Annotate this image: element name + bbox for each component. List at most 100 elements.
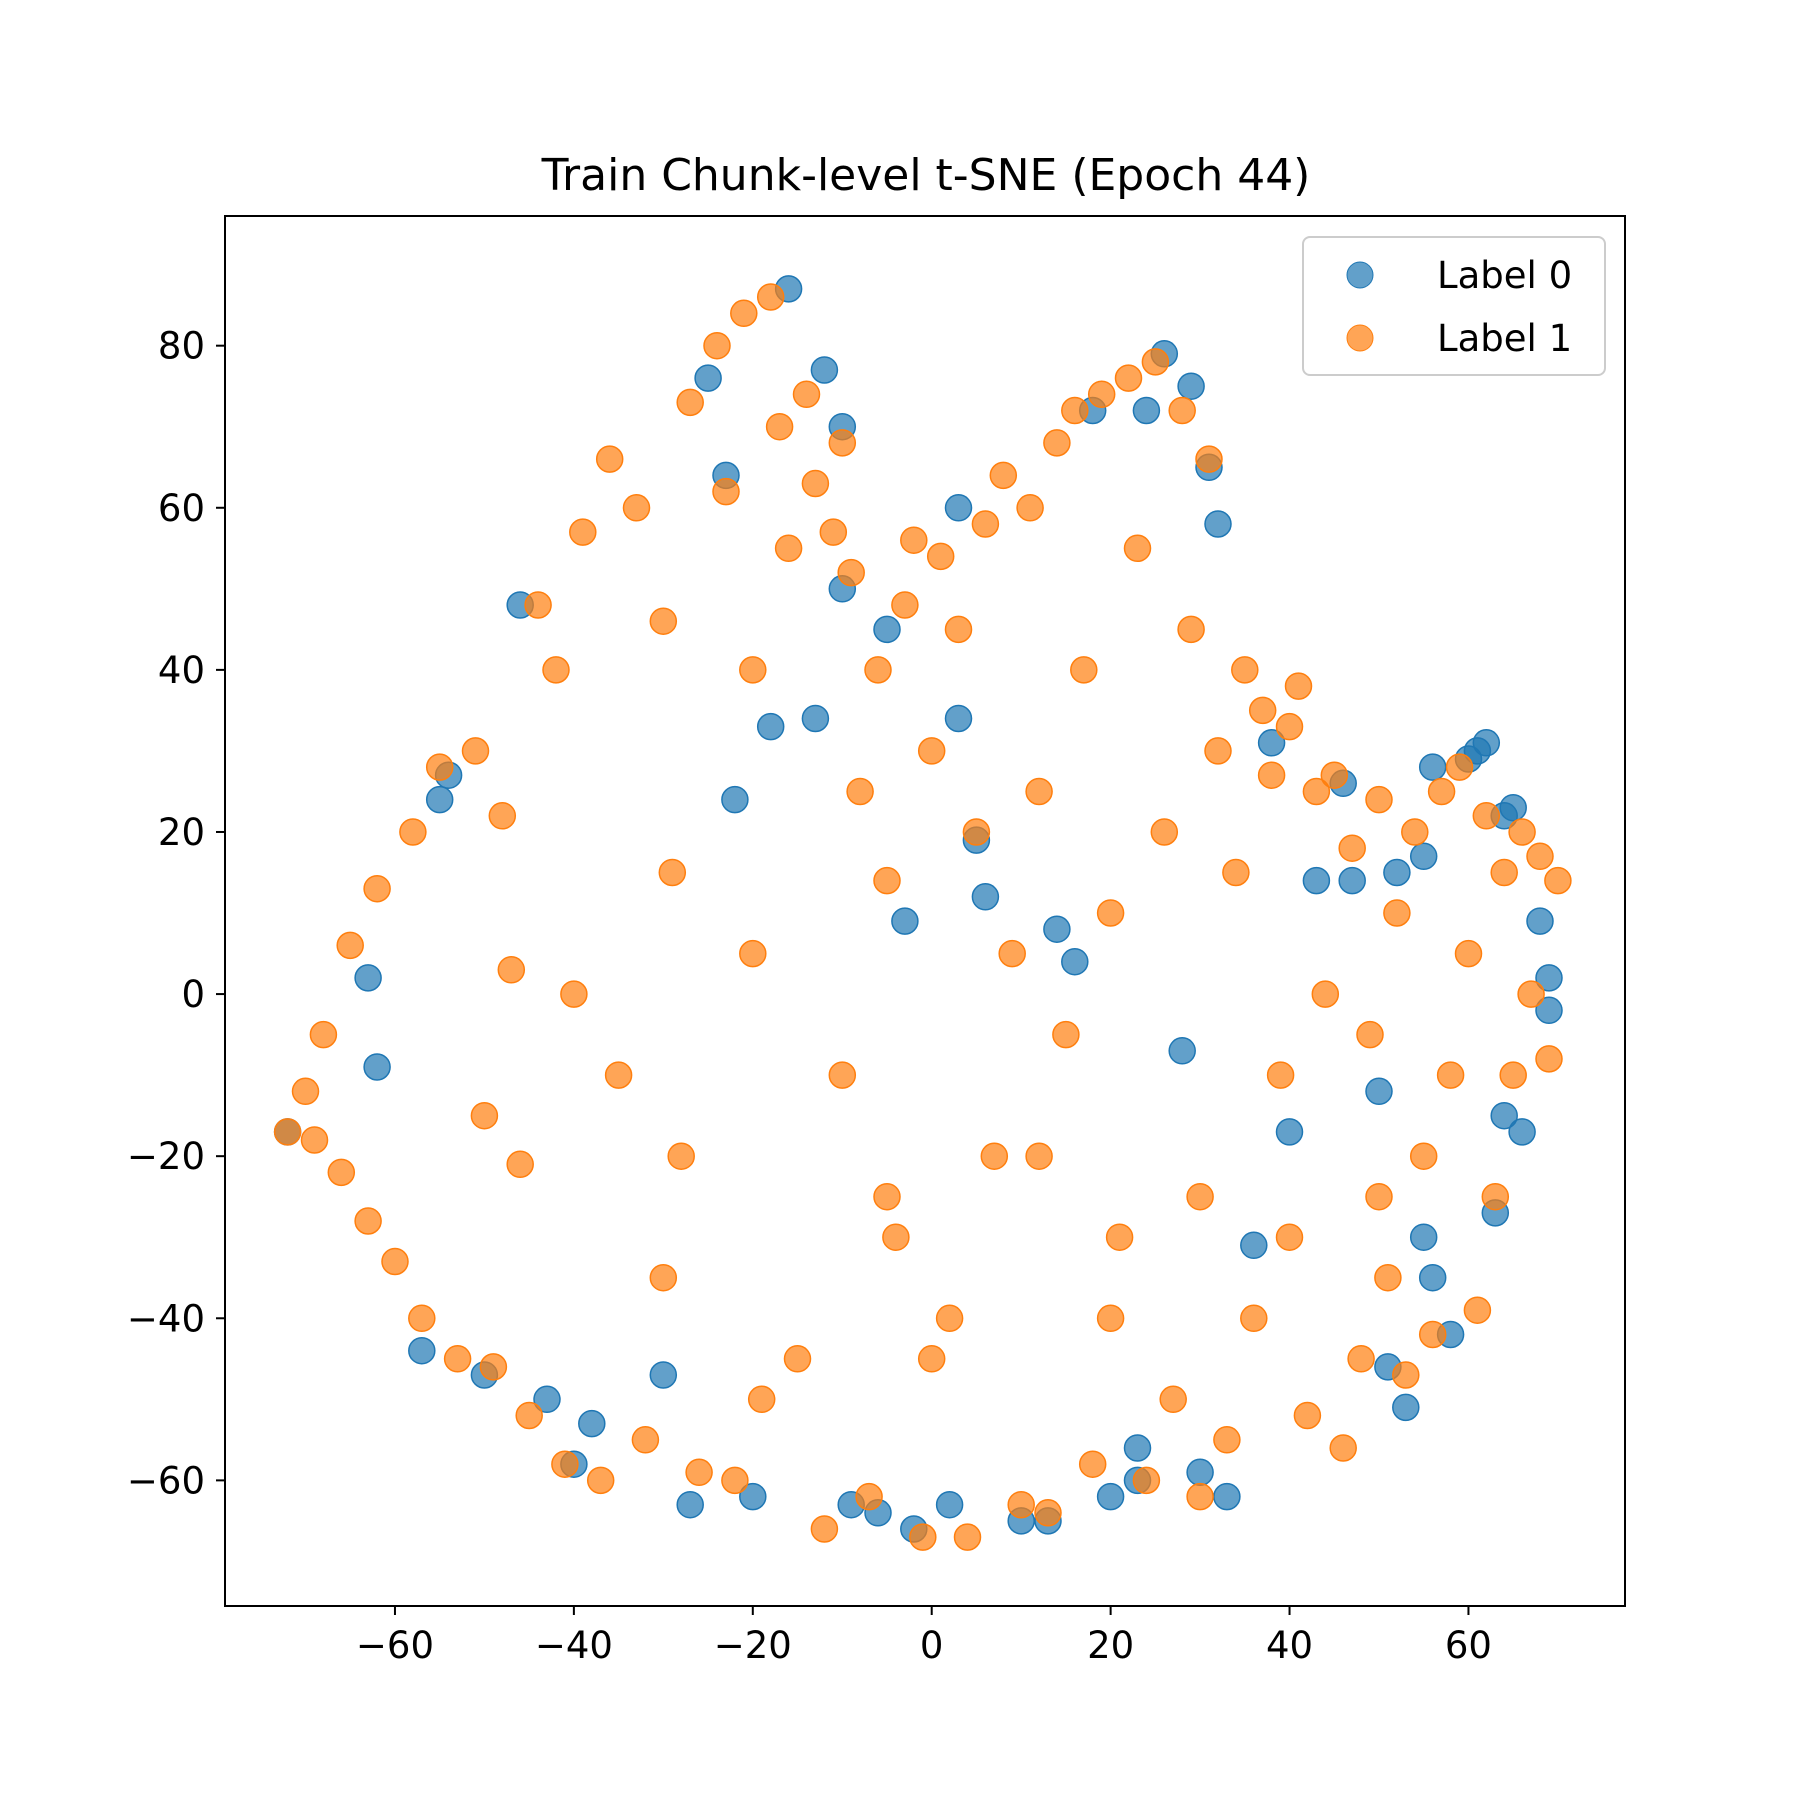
point-label-1-83 bbox=[1159, 1385, 1187, 1414]
point-label-1-17 bbox=[506, 1150, 534, 1179]
point-label-1-50 bbox=[864, 656, 892, 684]
point-label-1-77 bbox=[1105, 1223, 1134, 1251]
point-label-0-51 bbox=[1275, 1118, 1304, 1146]
point-label-1-95 bbox=[1266, 1061, 1295, 1089]
point-label-0-30 bbox=[944, 704, 973, 733]
point-label-1-124 bbox=[1526, 842, 1554, 871]
point-label-0-48 bbox=[1213, 1482, 1241, 1511]
point-label-1-30 bbox=[676, 388, 704, 417]
point-label-1-109 bbox=[1392, 1361, 1420, 1389]
point-label-1-117 bbox=[1463, 1296, 1492, 1324]
point-label-1-6 bbox=[354, 1207, 382, 1235]
point-label-1-134 bbox=[917, 1345, 946, 1373]
point-label-0-38 bbox=[1096, 1482, 1125, 1511]
point-label-1-91 bbox=[1231, 656, 1259, 684]
point-label-1-15 bbox=[488, 802, 517, 830]
point-label-0-4 bbox=[425, 785, 454, 814]
point-label-1-93 bbox=[1248, 696, 1277, 725]
point-label-1-20 bbox=[542, 656, 570, 684]
point-label-0-55 bbox=[1365, 1077, 1393, 1106]
point-label-0-11 bbox=[649, 1361, 678, 1389]
point-label-1-111 bbox=[1409, 1142, 1438, 1170]
point-label-1-11 bbox=[425, 753, 454, 781]
point-label-1-82 bbox=[1150, 818, 1179, 846]
point-label-1-32 bbox=[703, 331, 731, 360]
plot-frame bbox=[224, 215, 1626, 1607]
point-label-1-65 bbox=[998, 939, 1026, 968]
point-label-0-66 bbox=[1472, 729, 1501, 757]
point-label-0-36 bbox=[1061, 947, 1089, 976]
chart-title: Train Chunk-level t-SNE (Epoch 44) bbox=[541, 150, 1311, 201]
point-label-0-50 bbox=[1257, 729, 1286, 757]
point-label-1-74 bbox=[1078, 1450, 1107, 1478]
point-label-1-113 bbox=[1427, 777, 1456, 806]
point-label-0-47 bbox=[1204, 510, 1232, 538]
point-label-1-80 bbox=[1132, 1466, 1161, 1495]
point-label-1-54 bbox=[900, 526, 928, 554]
point-label-0-32 bbox=[971, 883, 1000, 911]
point-label-1-71 bbox=[1052, 1020, 1080, 1049]
point-label-1-85 bbox=[1177, 615, 1205, 644]
point-label-1-27 bbox=[631, 1426, 660, 1454]
x-tick-label: 0 bbox=[920, 1624, 944, 1667]
point-label-0-49 bbox=[1240, 1231, 1268, 1260]
point-label-0-61 bbox=[1418, 753, 1447, 781]
point-label-1-57 bbox=[926, 542, 955, 571]
x-tick-label: −60 bbox=[356, 1624, 434, 1667]
point-label-1-59 bbox=[944, 615, 973, 644]
point-label-0-70 bbox=[1499, 793, 1527, 822]
point-label-1-29 bbox=[658, 858, 687, 887]
point-label-1-79 bbox=[1123, 534, 1152, 563]
point-label-1-106 bbox=[1365, 785, 1393, 814]
point-label-1-102 bbox=[1329, 1434, 1357, 1462]
point-label-1-98 bbox=[1293, 1401, 1322, 1430]
point-label-1-73 bbox=[1070, 656, 1098, 684]
point-label-1-101 bbox=[1320, 761, 1349, 789]
point-label-0-73 bbox=[1535, 996, 1563, 1025]
point-label-1-46 bbox=[828, 429, 857, 457]
point-label-1-75 bbox=[1087, 380, 1116, 409]
legend-marker-label-1 bbox=[1346, 324, 1374, 352]
point-label-0-20 bbox=[810, 356, 839, 384]
point-label-1-18 bbox=[515, 1401, 543, 1430]
point-label-1-22 bbox=[569, 518, 597, 546]
point-label-1-52 bbox=[882, 1223, 910, 1251]
y-tick-label: −40 bbox=[127, 1297, 205, 1340]
point-label-1-25 bbox=[604, 1061, 633, 1089]
point-label-0-54 bbox=[1338, 866, 1366, 895]
point-label-1-135 bbox=[470, 1101, 499, 1130]
point-label-0-28 bbox=[935, 1490, 964, 1519]
point-label-1-5 bbox=[336, 931, 364, 960]
point-label-1-97 bbox=[1284, 672, 1313, 700]
point-label-0-13 bbox=[694, 364, 722, 392]
x-tick-label: −20 bbox=[714, 1624, 792, 1667]
point-label-0-19 bbox=[801, 704, 830, 733]
point-label-1-21 bbox=[551, 1450, 579, 1478]
point-label-1-24 bbox=[595, 445, 624, 473]
point-label-1-58 bbox=[935, 1304, 964, 1333]
point-label-1-61 bbox=[962, 818, 991, 846]
y-tick-label: 0 bbox=[181, 973, 205, 1016]
point-label-1-0 bbox=[273, 1118, 302, 1146]
point-label-1-66 bbox=[1007, 1490, 1035, 1519]
point-label-0-71 bbox=[1508, 1118, 1536, 1146]
point-label-1-1 bbox=[291, 1077, 320, 1106]
point-label-1-127 bbox=[667, 1142, 695, 1170]
point-label-1-13 bbox=[461, 737, 490, 765]
point-label-1-16 bbox=[497, 956, 526, 984]
point-label-1-12 bbox=[443, 1345, 472, 1373]
point-label-0-41 bbox=[1132, 396, 1161, 425]
point-label-0-16 bbox=[739, 1482, 767, 1511]
point-label-1-33 bbox=[712, 477, 740, 506]
point-label-1-119 bbox=[1481, 1182, 1510, 1211]
point-label-0-39 bbox=[1123, 1434, 1152, 1462]
point-label-1-116 bbox=[1454, 939, 1483, 968]
point-label-1-53 bbox=[891, 591, 919, 619]
point-label-1-138 bbox=[1365, 1182, 1393, 1211]
point-label-1-76 bbox=[1096, 899, 1125, 927]
point-label-1-114 bbox=[1436, 1061, 1465, 1089]
point-label-1-67 bbox=[1016, 494, 1044, 522]
point-label-1-49 bbox=[855, 1482, 883, 1511]
point-label-1-56 bbox=[917, 737, 946, 765]
point-label-0-26 bbox=[891, 907, 919, 935]
